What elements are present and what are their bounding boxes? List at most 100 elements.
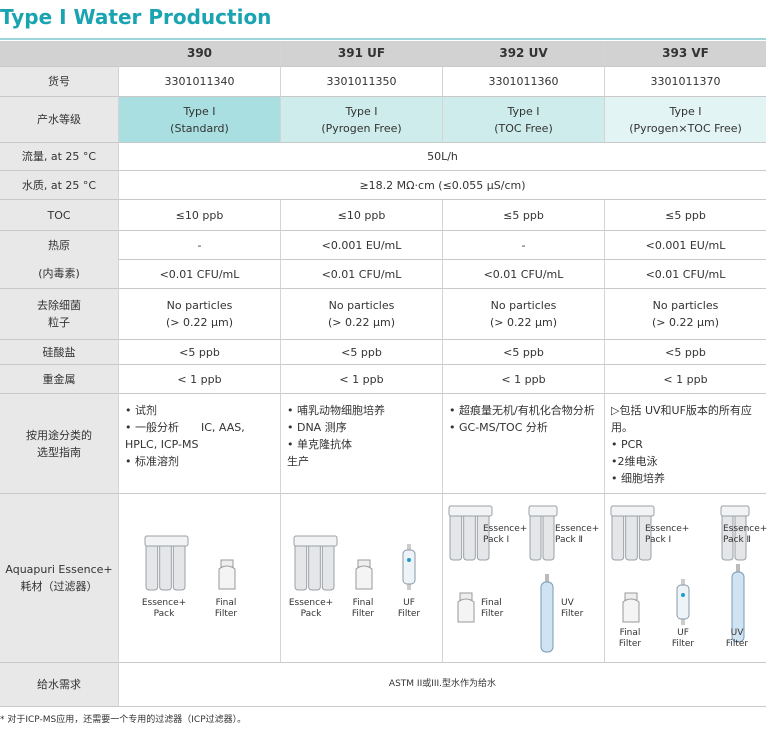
cell-text: No particles: [166, 299, 233, 312]
row-label: 给水需求: [0, 663, 118, 707]
data-cell: -: [118, 231, 280, 260]
cell-text: • 单克隆抗体: [287, 438, 352, 451]
filter-icon: [402, 544, 416, 590]
cell-text: • 标准溶剂: [125, 455, 179, 468]
data-cell: <0.01 CFU/mL: [604, 260, 766, 289]
data-cell: < 1 ppb: [280, 365, 442, 394]
data-cell: <5 ppb: [604, 340, 766, 365]
filter-label: Final Filter: [600, 628, 660, 650]
cell-text: 去除细菌: [37, 299, 81, 312]
cell-text: 391 UF: [337, 46, 386, 60]
row-label: 去除细菌 粒子: [0, 289, 118, 340]
filter-icon: [355, 559, 373, 590]
cell-text: • GC-MS/TOC 分析: [449, 421, 548, 434]
data-cell: <0.01 CFU/mL: [442, 260, 604, 289]
filter-icon: [144, 535, 189, 591]
cell-text: 3301011350: [326, 75, 397, 88]
filter-label-line: Essence+: [288, 598, 334, 608]
filter-icon: [528, 505, 558, 561]
cell-text: ≤10 ppb: [175, 208, 224, 222]
filter-icon: [457, 592, 475, 623]
cell-text: (Pyrogen Free): [321, 121, 402, 135]
filter-label-line: Filter: [351, 609, 375, 619]
cell-text: Type Ⅰ: [507, 104, 540, 118]
row-label: 水质, at 25 °C: [0, 171, 118, 200]
footnote: * 对于ICP-MS应用，还需要一个专用的过滤器（ICP过滤器）。: [0, 715, 247, 725]
filter-icon: [293, 535, 338, 591]
cell-text: (> 0.22 µm): [490, 316, 557, 329]
filter-icon: [622, 592, 640, 623]
cell-text: 给水需求: [37, 678, 81, 691]
data-cell: <5 ppb: [280, 340, 442, 365]
column-header: 393 VF: [604, 41, 766, 67]
filter-label: Essence+ Pack: [134, 598, 194, 620]
row-label: 热原 (内毒素): [0, 231, 118, 289]
cell-text: 耗材（过滤器）: [20, 580, 98, 593]
cell-text: (内毒素): [38, 267, 80, 281]
filter-icon: [731, 564, 745, 643]
data-cell: <5 ppb: [118, 340, 280, 365]
cell-text: (> 0.22 µm): [166, 316, 233, 329]
data-cell: <0.01 CFU/mL: [280, 260, 442, 289]
filter-icon: [676, 579, 690, 625]
cell-text: <5 ppb: [665, 345, 706, 359]
filter-label-line: Pack Ⅰ: [483, 535, 510, 545]
cell-text: 393 VF: [662, 46, 709, 60]
title-rule: [0, 38, 766, 40]
cell-text: • 超痕量无机/有机化合物分析: [449, 404, 595, 417]
filter-label: UF Filter: [379, 598, 439, 620]
cell-text: • 细胞培养: [611, 472, 665, 485]
cell-text: 硅酸盐: [42, 345, 76, 359]
cell-text: Type Ⅰ: [669, 104, 702, 118]
filter-label-line: Filter: [725, 639, 749, 649]
filter-label-line: Pack Ⅱ: [723, 535, 751, 545]
data-cell: No particles (> 0.22 µm): [442, 289, 604, 340]
cell-text: <0.01 CFU/mL: [645, 267, 726, 281]
row-label: 产水等级: [0, 97, 118, 143]
cell-text: <5 ppb: [341, 345, 382, 359]
cell-text: 重金属: [42, 372, 76, 386]
data-cell: No particles (> 0.22 µm): [280, 289, 442, 340]
data-cell: Type Ⅰ (Standard): [118, 97, 280, 143]
filter-label-line: Filter: [481, 609, 504, 619]
cell-text: ≤5 ppb: [665, 208, 706, 222]
cell-text: 50L/h: [427, 150, 458, 163]
cell-text: < 1 ppb: [177, 372, 222, 386]
cell-text: No particles: [490, 299, 557, 312]
filter-icon: [218, 559, 236, 590]
filter-label-line: UF: [677, 628, 689, 638]
data-cell: 3301011350: [280, 67, 442, 97]
cell-text: <5 ppb: [179, 345, 220, 359]
column-header: 391 UF: [280, 41, 442, 67]
data-cell: 3301011360: [442, 67, 604, 97]
cell-text: <0.001 EU/mL: [645, 238, 726, 252]
filter-label: Final Filter: [481, 598, 503, 620]
filter-label-line: Essence+: [555, 524, 600, 534]
filter-label-line: Filter: [561, 609, 584, 619]
cell-text: • 试剂: [125, 404, 157, 417]
cell-text: <5 ppb: [503, 345, 544, 359]
cell-text: Type Ⅰ: [183, 104, 216, 118]
filter-label-line: UV: [561, 598, 574, 608]
cell-text: 货号: [48, 75, 70, 88]
cell-text: • 哺乳动物细胞培养: [287, 404, 385, 417]
cell-text: ▷包括 UV和UF版本的所有应用。: [611, 404, 752, 434]
filter-label-line: Pack: [300, 609, 322, 619]
application-cell: ▷包括 UV和UF版本的所有应用。 • PCR •2维电泳 • 细胞培养: [604, 394, 766, 494]
cell-text: No particles: [328, 299, 395, 312]
cell-text: HPLC, ICP-MS: [125, 438, 199, 451]
filter-icon: [540, 574, 554, 653]
merged-cell: ≥18.2 MΩ·cm (≤0.055 µS/cm): [118, 171, 766, 200]
cell-text: 392 UV: [499, 46, 548, 60]
filter-label-line: Pack Ⅱ: [555, 535, 583, 545]
cell-text: <0.01 CFU/mL: [483, 267, 564, 281]
cell-text: 3301011360: [488, 75, 559, 88]
data-cell: <0.001 EU/mL: [604, 231, 766, 260]
cell-text: 390: [186, 46, 213, 60]
row-label: 货号: [0, 67, 118, 97]
data-cell: < 1 ppb: [442, 365, 604, 394]
row-label: 硅酸盐: [0, 340, 118, 365]
filter-label-line: Filter: [671, 639, 695, 649]
data-cell: No particles (> 0.22 µm): [604, 289, 766, 340]
